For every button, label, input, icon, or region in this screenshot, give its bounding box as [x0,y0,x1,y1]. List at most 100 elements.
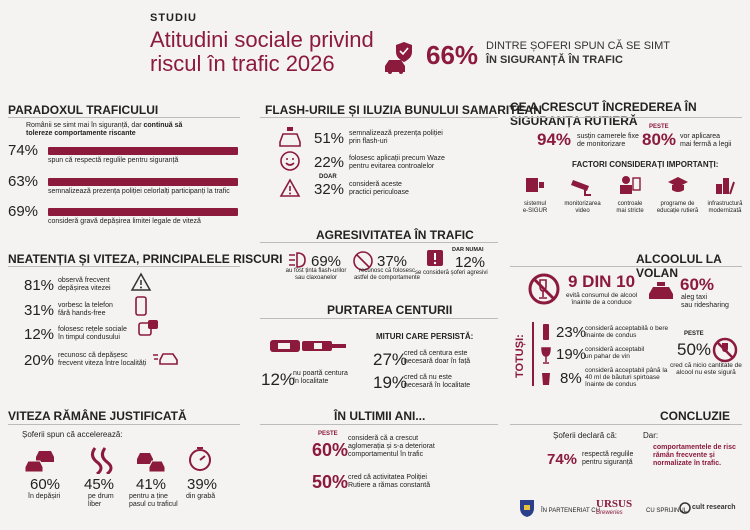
attention-pct: 12% [24,326,55,343]
alcohol-text: consideră acceptabil până la 40 ml de bău… [585,367,668,388]
attention-text: folosesc rețele sociale în timpul condusu… [58,326,127,341]
attention-text: recunosc că depășesc frecvent viteza într… [58,352,147,367]
alert-icon [427,250,443,266]
no-horn-icon [353,251,373,271]
factor-item: programe de educație rutieră [655,174,701,215]
road-icon [90,447,113,474]
cult-logo: cult research [692,504,736,511]
flash-pct: 22% [314,154,345,171]
shot-glass-icon [542,373,550,385]
conclusion-right-intro: Dar: [643,431,659,440]
alcohol-pct: 8% [560,370,582,387]
trust-text1: susțin camerele fixe de monitorizare [577,133,639,148]
phone-icon [135,296,147,316]
attention-title: NEATENȚIA ȘI VITEZA, PRINCIPALELE RISCUR… [8,252,283,266]
headline-pct: 66% [426,40,479,70]
stopwatch-icon [189,447,211,471]
attention-pct: 81% [24,277,55,294]
social-media-icon [138,320,158,336]
paradox-title: PARADOXUL TRAFICULUI [8,103,159,117]
aggr-text: recunosc că folosesc astfel de comportame… [353,268,421,281]
alcohol-title: ALCOOLUL LA VOLAN [636,252,722,280]
cctv-icon [570,180,591,196]
footer-partner: ÎN PARTENERIAT CU [541,508,600,514]
attention-pct: 31% [24,302,55,319]
traffic-icon [137,453,166,473]
police-car-icon [279,127,301,147]
alcohol-over-pre: PESTE [684,331,704,337]
no-drink-icon [712,337,738,363]
speed-pct: 41% [136,476,167,493]
flash-pre: DOAR [319,174,337,180]
speeding-car-icon [153,353,178,365]
graduation-icon [667,177,688,192]
belt-pct: 12% [261,370,296,389]
flash-text: consideră aceste practici periculoase [349,181,409,196]
alcohol-text: consideră acceptabil un pahar de vin [585,346,645,360]
belt-text: nu poartă centura în localitate [293,370,348,385]
speed-camera-icon [526,178,544,192]
speed-pct: 45% [84,476,115,493]
wine-icon [541,347,551,364]
aggr-title: AGRESIVITATEA ÎN TRAFIC [316,228,474,242]
conclusion-pct: 74% [547,451,578,468]
conclusion-right-text: comportamentele de risc rămân frecvente ș… [653,444,736,467]
flash-title: FLASH-URILE ȘI ILUZIA BUNULUI SAMARITEAN [265,103,542,117]
lastyears-text: cred că activitatea Poliției Rutiere a ră… [348,474,431,489]
beer-icon [543,324,549,340]
conclusion-title: CONCLUZIE [660,409,730,423]
speed-text: pe drum liber [88,493,114,508]
footer-support: CU SPRIJINUL [646,508,688,514]
cult-logo-icon [679,502,691,514]
speed-pct: 39% [187,476,218,493]
alcohol-over-pct: 50% [677,340,712,359]
belt-title: PURTAREA CENTURII [327,303,453,317]
alcohol-pct: 19% [556,346,587,363]
ursus-sub: Breweries [596,510,623,516]
alcohol-text: consideră acceptabilă o bere înainte de c… [585,325,669,339]
aggr-pct: 37% [377,253,408,270]
factor-item: sistemul e-SIGUR [512,174,558,215]
paradox-row: 63% semnalizează prezența poliției celor… [8,173,243,201]
lastyears-pct: 50% [312,472,349,492]
trust-pct1: 94% [537,130,572,149]
page-title: Atitudini sociale privind riscul în traf… [150,27,374,76]
headlight-icon [289,252,306,268]
seatbelt-icon [270,340,346,352]
attention-text: observă frecvent depășirea vitezei [58,277,111,292]
factor-item: infrastructură modernizată [702,174,748,215]
flash-pct: 51% [314,130,345,147]
alcohol-over-text: cred că nicio cantitate de alcool nu este… [670,362,742,376]
warning-icon [279,178,301,197]
alcohol-pct: 23% [556,324,587,341]
myth-pct: 27% [373,350,408,369]
speed-text: din grabă [186,493,216,500]
coat-of-arms-icon [520,500,534,517]
alcohol-big-text: evită consumul de alcool înainte de a con… [566,292,638,306]
smile-icon [280,151,300,171]
paradox-row: 69% consideră gravă depășirea limitei le… [8,203,243,231]
alcohol-big: 9 DIN 10 [568,272,636,291]
trust-pre: PESTE [649,124,669,130]
lastyears-text: consideră că a crescut aglomerația și s-a… [348,435,435,458]
totusi-label: TOTUȘI: [514,334,526,378]
paradox-list: 74% spun că respectă regulile pentru sig… [8,142,243,231]
speed-text: pentru a ține pasul cu traficul [129,493,178,508]
factors-title: FACTORI CONSIDERAȚI IMPORTANȚI: [572,160,719,169]
aggr-pct: 12% [455,254,486,271]
speed-title: VITEZA RĂMÂNE JUSTIFICATĂ [8,409,187,423]
conclusion-text: respectă regulile pentru siguranță [582,451,634,466]
infrastructure-icon [716,178,735,195]
speed-intro: Șoferii spun că accelerează: [22,430,123,439]
trust-text2: vor aplicarea mai fermă a legii [680,133,732,148]
speed-pct: 60% [30,476,61,493]
factors-list: sistemul e-SIGUR monitorizarea video contr… [512,174,748,215]
lastyears-pct: 60% [312,440,349,460]
attention-text: vorbesc la telefon fără hands-free [58,302,113,317]
no-alcohol-icon [528,273,560,305]
aggr-text: se consideră șoferi agresivi [415,270,488,276]
flash-pct: 32% [314,181,345,198]
trust-title: CE A CRESCUT ÎNCREDEREA ÎN SIGURANȚA RUT… [510,100,697,128]
aggr-pre: DAR NUMAI [452,247,484,253]
paradox-row: 74% spun că respectă regulile pentru sig… [8,142,243,170]
